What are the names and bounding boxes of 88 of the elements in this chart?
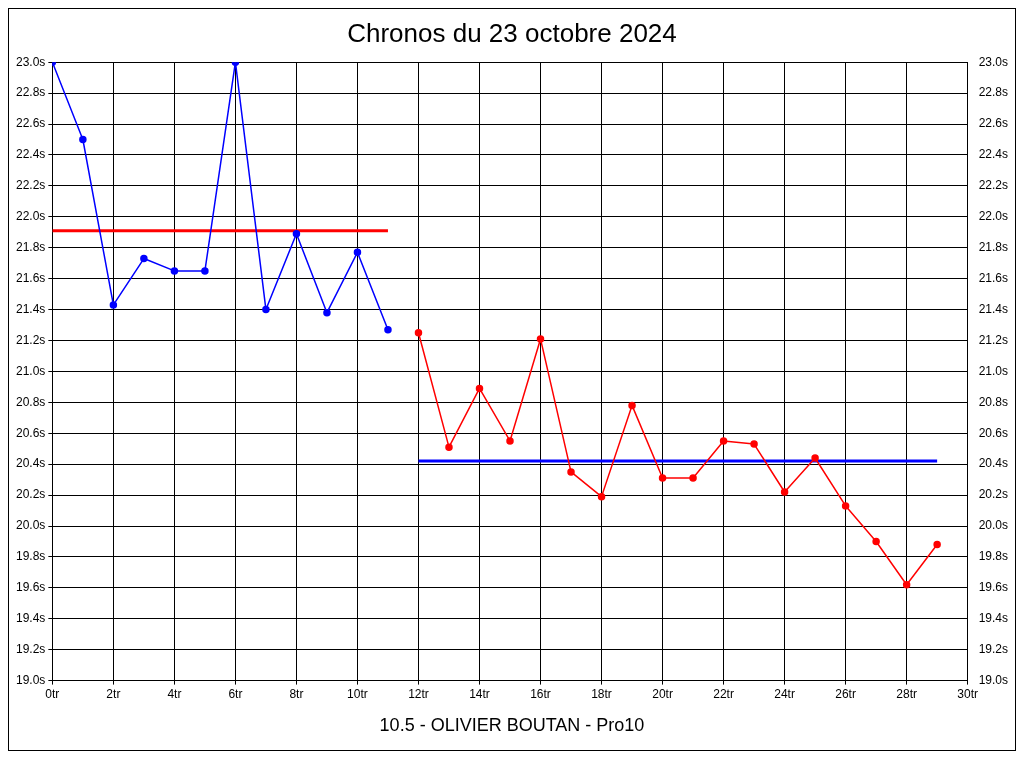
chart-title: Chronos du 23 octobre 2024 [347,17,677,48]
point [79,135,87,144]
y2-tick-label: 22.0s [978,209,1008,224]
x-tick-label: 12tr [408,687,429,702]
point [872,537,880,546]
x-tick-label: 24tr [774,687,795,702]
point [384,325,392,334]
y-tick-label: 22.4s [16,147,46,162]
y2-tick-label: 21.4s [978,301,1008,316]
y-tick-label: 23.0s [16,54,46,69]
point [140,254,148,263]
point [445,443,453,451]
point [933,540,941,549]
point [750,440,758,448]
x-tick-label: 6tr [228,687,243,702]
y-tick-label: 21.0s [16,363,46,378]
y2-tick-label: 19.0s [978,672,1008,687]
point [902,581,911,589]
y2-tick-label: 22.2s [978,178,1008,193]
y-tick-label: 21.2s [16,332,46,347]
point [353,248,362,257]
point [689,474,697,482]
point [536,335,545,343]
y2-tick-label: 22.8s [978,85,1008,100]
y2-tick-label: 20.0s [978,518,1008,533]
text: 10.5 - OLIVIER BOUTAN - Pro10 [378,714,646,737]
y-tick-label: 19.4s [16,611,46,626]
x-tick-label: 20tr [652,687,673,702]
y-tick-label: 20.8s [16,394,46,409]
y2-tick-label: 20.6s [978,425,1008,440]
y2-tick-label: 20.4s [978,456,1008,471]
point [170,267,179,275]
x-tick-label: 10tr [347,687,368,702]
y-tick-label: 19.8s [16,549,46,564]
y-tick-label: 22.0s [16,209,46,224]
y-tick-label: 19.6s [16,580,46,595]
point [841,502,850,510]
point [597,492,606,501]
x-tick-label: 0tr [45,687,60,702]
y-tick-label: 22.6s [16,116,46,131]
y2-tick-label: 20.8s [978,394,1008,409]
x-tick-label: 30tr [957,687,978,702]
y2-tick-label: 23.0s [978,54,1008,69]
y2-tick-label: 21.0s [978,363,1008,378]
y-tick-label: 20.4s [16,456,46,471]
y2-tick-label: 19.6s [978,580,1008,595]
point [323,308,331,317]
point [780,488,789,496]
y2-tick-label: 22.6s [978,116,1008,131]
x-tick-label: 4tr [167,687,182,702]
x-tick-label: 28tr [896,687,917,702]
point [719,437,728,445]
x-tick-label: 18tr [591,687,612,702]
y-tick-label: 22.2s [16,178,46,193]
y2-tick-label: 21.8s [978,240,1008,255]
point [658,474,667,482]
x-tick-label: 22tr [713,687,734,702]
y2-tick-label: 22.4s [978,147,1008,162]
point [475,384,484,393]
x-tick-label: 16tr [530,687,551,702]
y-tick-label: 20.2s [16,487,46,502]
point [567,468,575,476]
y2-tick-label: 19.8s [978,549,1008,564]
y-tick-label: 21.8s [16,240,46,255]
x-tick-label: 2tr [106,687,121,702]
y-tick-label: 19.0s [16,672,46,687]
x-tick-label: 8tr [289,687,304,702]
y-tick-label: 19.2s [16,641,46,656]
x-tick-label: 14tr [469,687,490,702]
y2-tick-label: 20.2s [978,487,1008,502]
y-tick-label: 20.0s [16,518,46,533]
y-tick-label: 21.4s [16,301,46,316]
point [292,230,301,238]
point [262,305,270,314]
y2-tick-label: 21.6s [978,270,1008,285]
y2-tick-label: 21.2s [978,332,1008,347]
x-tick-label: 26tr [835,687,856,702]
y-tick-label: 22.8s [16,85,46,100]
point [811,454,819,462]
y-tick-label: 20.6s [16,425,46,440]
point [201,267,209,275]
point [628,401,636,410]
point [506,437,514,445]
y2-tick-label: 19.2s [978,641,1008,656]
y2-tick-label: 19.4s [978,611,1008,626]
point [414,329,423,337]
point [109,301,118,309]
y-tick-label: 21.6s [16,270,46,285]
